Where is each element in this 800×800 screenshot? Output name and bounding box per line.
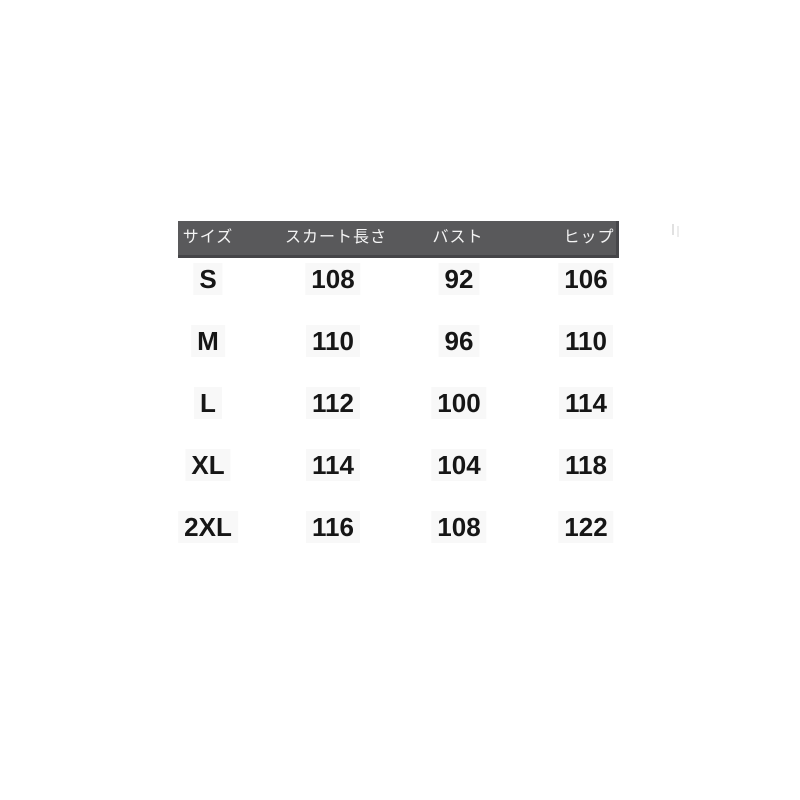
- table-row: M 110 96 110: [0, 325, 800, 357]
- cell-bust: 96: [438, 325, 480, 357]
- cell-bust: 92: [438, 263, 480, 295]
- size-chart-header-row: サイズ スカート長さ バスト ヒップ: [178, 221, 619, 258]
- cell-skirt-length: 112: [306, 387, 360, 419]
- cell-bust: 108: [431, 511, 487, 543]
- cell-bust: 104: [431, 449, 487, 481]
- cell-skirt-length: 110: [306, 325, 360, 357]
- table-row: L 112 100 114: [0, 387, 800, 419]
- cell-hip: 114: [559, 387, 613, 419]
- cell-skirt-length: 114: [306, 449, 360, 481]
- cell-size: M: [191, 325, 225, 357]
- cell-hip: 122: [558, 511, 614, 543]
- header-cell-skirt-length: スカート長さ: [284, 229, 388, 246]
- header-cell-hip: ヒップ: [563, 229, 615, 246]
- cell-skirt-length: 116: [306, 511, 360, 543]
- table-row: 2XL 116 108 122: [0, 511, 800, 543]
- cell-size: 2XL: [178, 511, 238, 543]
- header-cell-size: サイズ: [182, 229, 234, 246]
- cell-hip: 106: [558, 263, 614, 295]
- table-row: XL 114 104 118: [0, 449, 800, 481]
- cell-size: L: [194, 387, 222, 419]
- table-row: S 108 92 106: [0, 263, 800, 295]
- cell-skirt-length: 108: [305, 263, 361, 295]
- cell-bust: 100: [431, 387, 487, 419]
- cell-size: XL: [185, 449, 231, 481]
- header-cell-bust: バスト: [432, 229, 484, 246]
- cell-hip: 110: [559, 325, 613, 357]
- cell-hip: 118: [559, 449, 613, 481]
- faint-smudge-artifact: [672, 224, 674, 235]
- cell-size: S: [193, 263, 223, 295]
